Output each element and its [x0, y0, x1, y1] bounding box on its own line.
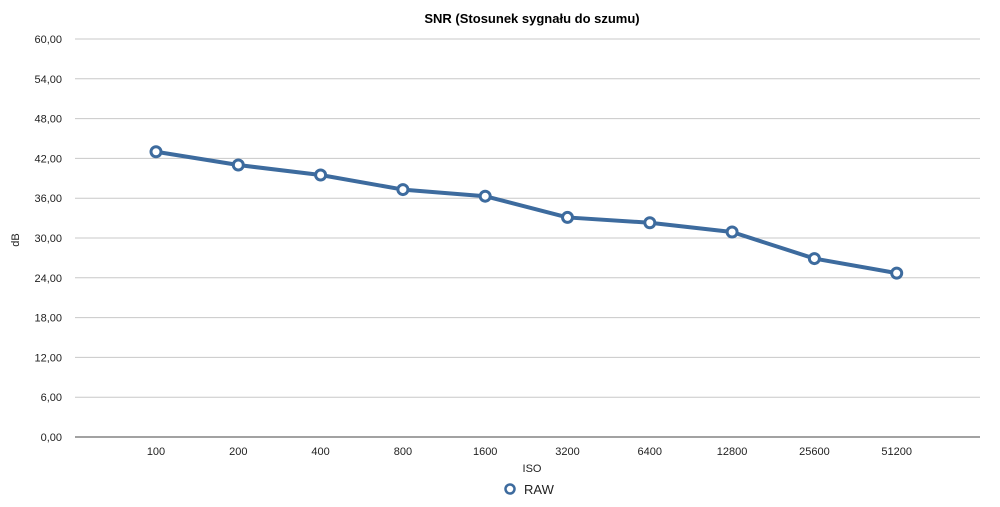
x-tick-label: 400 — [311, 446, 329, 458]
y-tick-label: 36,00 — [34, 193, 62, 205]
y-tick-label: 48,00 — [34, 114, 62, 126]
y-tick-label: 6,00 — [41, 392, 62, 404]
data-point — [725, 225, 739, 239]
x-axis-label: ISO — [523, 463, 542, 475]
data-point — [396, 183, 410, 197]
chart-title: SNR (Stosunek sygnału do szumu) — [424, 11, 639, 26]
grid-layer — [75, 38, 980, 438]
x-tick-label: 200 — [229, 446, 247, 458]
data-point — [478, 189, 492, 203]
y-tick-label: 60,00 — [34, 34, 62, 46]
x-tick-label: 6400 — [638, 446, 662, 458]
data-point — [890, 266, 904, 280]
y-axis-label: dB — [10, 233, 22, 246]
y-tick-label: 0,00 — [41, 432, 62, 444]
x-tick-label: 100 — [147, 446, 165, 458]
data-point — [561, 210, 574, 224]
legend-label-raw: RAW — [524, 482, 555, 497]
legend-marker-raw — [504, 483, 516, 495]
y-axis-ticks: 0,00 6,00 12,00 18,00 24,00 30,00 36,00 42,00 48… — [34, 34, 62, 444]
x-tick-label: 25600 — [799, 446, 830, 458]
series-layer — [149, 145, 904, 280]
data-point — [149, 145, 163, 159]
y-tick-label: 30,00 — [34, 233, 62, 245]
x-axis-ticks: 100 200 400 800 1600 3200 6400 12800 25600 51200 — [147, 446, 912, 458]
y-tick-label: 12,00 — [34, 352, 62, 364]
y-tick-label: 18,00 — [34, 313, 62, 325]
x-tick-label: 51200 — [881, 446, 912, 458]
data-point — [231, 158, 245, 172]
data-point — [314, 168, 328, 182]
series-line-raw — [154, 149, 899, 276]
data-point — [807, 252, 821, 266]
data-point — [643, 216, 657, 230]
y-tick-label: 42,00 — [34, 153, 62, 165]
y-tick-label: 24,00 — [34, 273, 62, 285]
x-tick-label: 800 — [394, 446, 412, 458]
legend: RAW — [504, 482, 555, 497]
x-tick-label: 3200 — [555, 446, 579, 458]
x-tick-label: 1600 — [473, 446, 497, 458]
x-tick-label: 12800 — [717, 446, 748, 458]
y-tick-label: 54,00 — [34, 74, 62, 86]
